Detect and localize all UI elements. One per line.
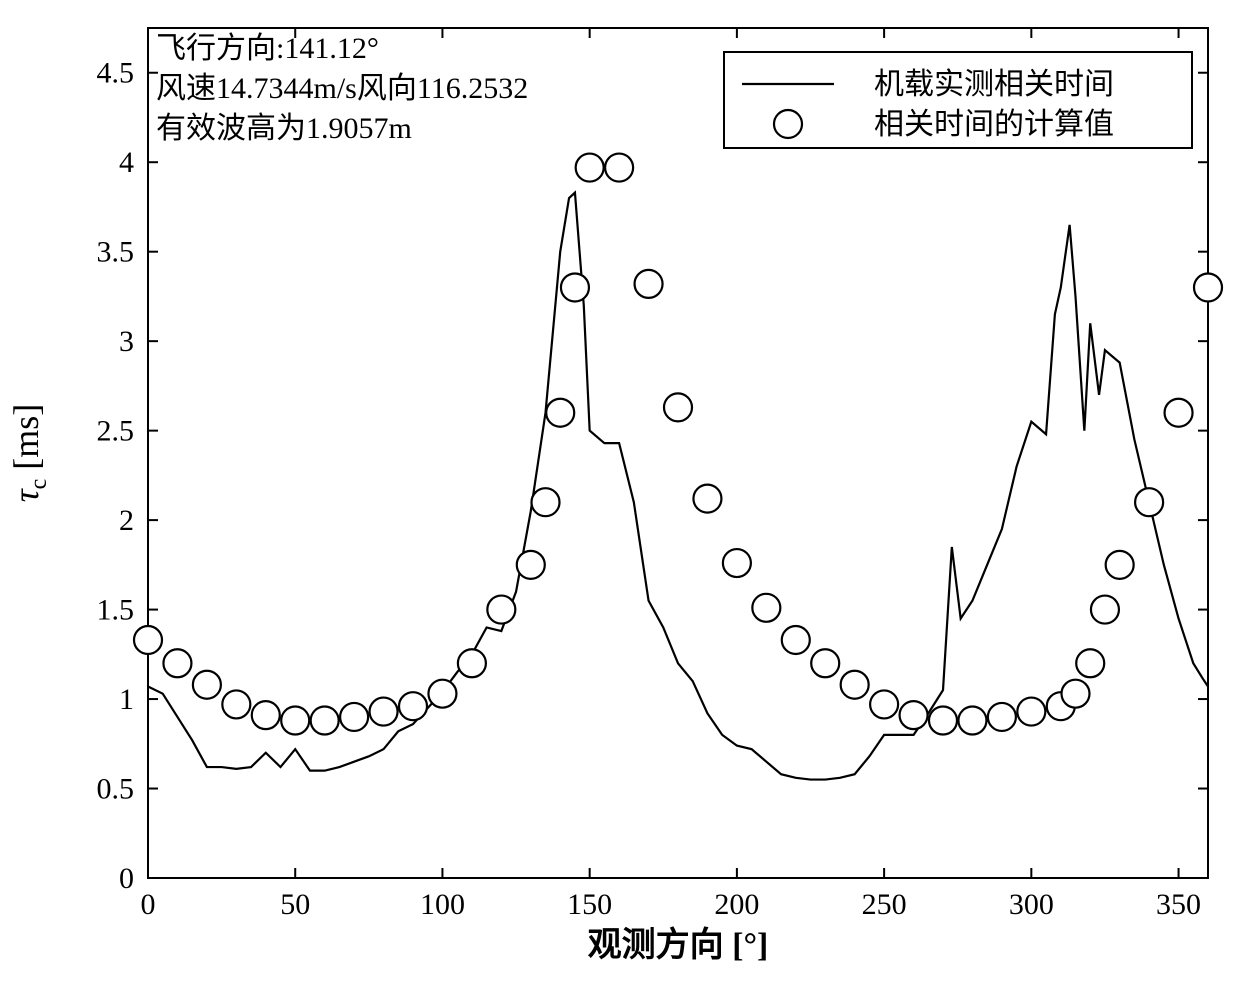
y-tick-label: 0.5 xyxy=(97,773,135,806)
legend-label: 机载实测相关时间 xyxy=(874,68,1114,101)
computed-marker xyxy=(399,692,427,720)
computed-marker xyxy=(458,649,486,677)
computed-marker xyxy=(487,596,515,624)
computed-marker xyxy=(340,703,368,731)
computed-marker xyxy=(252,701,280,729)
y-tick-label: 1.5 xyxy=(97,594,135,627)
computed-marker xyxy=(1062,680,1090,708)
x-tick-label: 50 xyxy=(280,888,310,921)
computed-marker xyxy=(222,690,250,718)
y-tick-label: 1 xyxy=(119,683,134,716)
computed-marker xyxy=(1135,488,1163,516)
x-tick-label: 300 xyxy=(1009,888,1054,921)
computed-marker xyxy=(870,690,898,718)
computed-marker xyxy=(782,626,810,654)
x-tick-label: 0 xyxy=(141,888,156,921)
y-tick-label: 4.5 xyxy=(97,57,135,90)
x-tick-label: 350 xyxy=(1156,888,1201,921)
y-tick-label: 2.5 xyxy=(97,415,135,448)
computed-marker xyxy=(576,154,604,182)
chart-svg: 0 50 100 150 200 250 300 350 0 0.5 1 1.5 2 2.5 3 3.5 4 4.… xyxy=(0,0,1240,984)
y-tick-label: 3.5 xyxy=(97,236,135,269)
computed-marker xyxy=(370,698,398,726)
x-tick-label: 100 xyxy=(420,888,465,921)
computed-marker xyxy=(664,393,692,421)
computed-marker xyxy=(605,154,633,182)
computed-marker xyxy=(311,707,339,735)
computed-marker xyxy=(635,270,663,298)
computed-marker xyxy=(517,551,545,579)
computed-marker xyxy=(811,649,839,677)
computed-marker xyxy=(1076,649,1104,677)
computed-marker xyxy=(929,707,957,735)
computed-marker xyxy=(958,707,986,735)
chart-container: 0 50 100 150 200 250 300 350 0 0.5 1 1.5 2 2.5 3 3.5 4 4.… xyxy=(0,0,1240,984)
computed-marker xyxy=(163,649,191,677)
computed-marker xyxy=(841,671,869,699)
y-tick-label: 0 xyxy=(119,862,134,895)
computed-marker xyxy=(561,273,589,301)
computed-marker xyxy=(532,488,560,516)
computed-marker xyxy=(193,671,221,699)
computed-marker xyxy=(693,485,721,513)
legend-label: 相关时间的计算值 xyxy=(874,108,1114,141)
computed-marker xyxy=(1194,273,1222,301)
legend-marker-sample xyxy=(774,110,802,138)
y-tick-label: 4 xyxy=(119,146,134,179)
computed-marker xyxy=(281,707,309,735)
computed-marker xyxy=(900,701,928,729)
x-tick-label: 250 xyxy=(862,888,907,921)
x-tick-label: 150 xyxy=(567,888,612,921)
computed-marker xyxy=(988,703,1016,731)
computed-marker xyxy=(1165,399,1193,427)
computed-marker xyxy=(134,626,162,654)
y-tick-label: 3 xyxy=(119,325,134,358)
computed-marker xyxy=(546,399,574,427)
y-tick-label: 2 xyxy=(119,504,134,537)
x-axis-label: 观测方向 [°] xyxy=(588,926,769,964)
annotation-line: 有效波高为1.9057m xyxy=(156,112,412,145)
x-tick-label: 200 xyxy=(714,888,759,921)
computed-marker xyxy=(752,594,780,622)
computed-marker xyxy=(1017,698,1045,726)
computed-marker xyxy=(1106,551,1134,579)
computed-marker xyxy=(1091,596,1119,624)
annotation-line: 飞行方向:141.12° xyxy=(156,32,379,65)
computed-marker xyxy=(428,680,456,708)
computed-marker xyxy=(723,549,751,577)
annotation-line: 风速14.7344m/s风向116.2532 xyxy=(156,72,528,105)
